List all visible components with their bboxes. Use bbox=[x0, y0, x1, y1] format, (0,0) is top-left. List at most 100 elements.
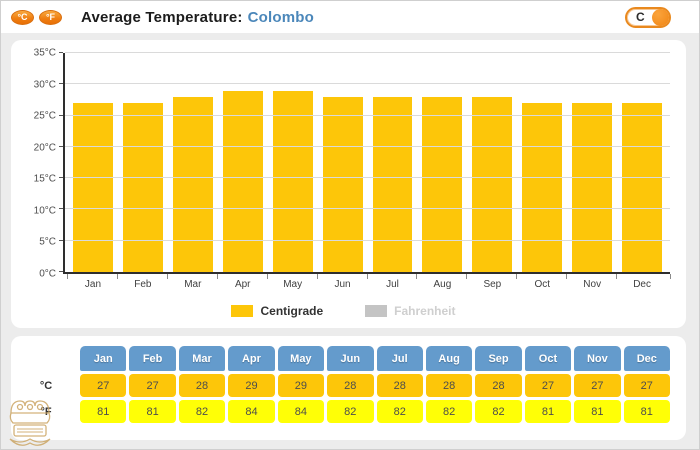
temp-value-f-jun: 82 bbox=[327, 400, 374, 423]
y-tick-label: 30°C bbox=[33, 79, 56, 91]
temp-value-c-oct: 27 bbox=[524, 374, 572, 397]
chart-legend: Centigrade Fahrenheit bbox=[17, 293, 670, 324]
y-tick-mark bbox=[59, 208, 63, 210]
month-header-apr: Apr bbox=[228, 346, 275, 371]
content-area: 35°C 30°C 25°C 20°C 15°C 10°C 5°C 0°C Jan Feb Mar… bbox=[1, 33, 699, 449]
x-tick-label: Jun bbox=[316, 274, 368, 293]
x-tick-label: Jan bbox=[67, 274, 118, 293]
table-corner bbox=[15, 346, 77, 371]
x-tick-label: May bbox=[266, 274, 318, 293]
page-title: Average Temperature: Colombo bbox=[81, 9, 314, 26]
temp-bar-aug[interactable] bbox=[422, 96, 463, 272]
y-tick-label: 10°C bbox=[33, 205, 56, 217]
gridline bbox=[65, 177, 670, 179]
bar-slot bbox=[318, 53, 368, 272]
temp-bar-jul[interactable] bbox=[372, 96, 413, 272]
temp-value-f-jan: 81 bbox=[80, 400, 127, 423]
temp-value-f-apr: 84 bbox=[228, 400, 275, 423]
month-header-dec: Dec bbox=[623, 346, 670, 371]
bar-slot bbox=[218, 53, 268, 272]
temp-bar-may[interactable] bbox=[272, 90, 313, 272]
temp-bar-apr[interactable] bbox=[222, 90, 263, 272]
temp-bar-jun[interactable] bbox=[322, 96, 363, 272]
fahrenheit-badge-button[interactable]: °F bbox=[39, 9, 62, 25]
month-header-may: May bbox=[277, 346, 325, 371]
bar-slot bbox=[68, 53, 118, 272]
centigrade-swatch-icon bbox=[231, 305, 254, 317]
temp-bar-oct[interactable] bbox=[522, 103, 563, 272]
bar-slot bbox=[368, 53, 418, 272]
temp-bar-nov[interactable] bbox=[572, 103, 613, 272]
x-tick-label: Sep bbox=[466, 274, 517, 293]
gridline bbox=[65, 208, 670, 210]
y-tick-label: 20°C bbox=[33, 142, 56, 154]
bar-slot bbox=[168, 53, 218, 272]
legend-item-centigrade[interactable]: Centigrade bbox=[231, 304, 323, 318]
month-header-feb: Feb bbox=[129, 346, 176, 371]
celsius-badge-button[interactable]: °C bbox=[11, 9, 34, 25]
temp-value-f-jul: 82 bbox=[376, 400, 423, 423]
y-tick-mark bbox=[59, 271, 63, 272]
temp-value-c-jan: 27 bbox=[80, 374, 127, 397]
temp-value-c-aug: 28 bbox=[425, 374, 473, 397]
y-tick-label: 35°C bbox=[33, 47, 56, 59]
temp-value-c-jun: 28 bbox=[327, 374, 374, 397]
y-tick-mark bbox=[59, 83, 63, 85]
page-title-text: Average Temperature: bbox=[81, 8, 243, 26]
temp-bar-dec[interactable] bbox=[622, 103, 663, 272]
plot-area bbox=[59, 52, 670, 274]
x-tick-label: Apr bbox=[216, 274, 268, 293]
y-tick-label: 15°C bbox=[33, 173, 56, 185]
month-header-aug: Aug bbox=[425, 346, 473, 371]
row-label-celsius: °C bbox=[39, 379, 53, 392]
bar-slot bbox=[417, 53, 467, 272]
y-tick-mark bbox=[59, 145, 63, 147]
temp-value-c-nov: 27 bbox=[574, 374, 621, 397]
x-tick-label: Mar bbox=[166, 274, 218, 293]
gridline bbox=[65, 239, 670, 241]
legend-item-fahrenheit[interactable]: Fahrenheit bbox=[365, 304, 456, 318]
temp-bar-feb[interactable] bbox=[122, 103, 163, 272]
bar-slot bbox=[118, 53, 168, 272]
legend-label-fahrenheit: Fahrenheit bbox=[394, 304, 456, 318]
x-tick-label: Aug bbox=[416, 274, 467, 293]
month-header-oct: Oct bbox=[524, 346, 572, 371]
unit-toggle-switch[interactable]: C bbox=[625, 6, 671, 28]
temp-value-f-sep: 82 bbox=[475, 400, 522, 423]
temp-value-f-oct: 81 bbox=[524, 400, 572, 423]
chart-panel: 35°C 30°C 25°C 20°C 15°C 10°C 5°C 0°C Jan Feb Mar… bbox=[11, 40, 686, 328]
temp-bar-jan[interactable] bbox=[72, 103, 113, 272]
bar-slot bbox=[467, 53, 517, 272]
temp-value-c-feb: 27 bbox=[129, 374, 176, 397]
temperature-table-panel: Jan Feb Mar Apr May Jun Jul Aug Sep Oct Nov Dec °C 27… bbox=[11, 336, 686, 440]
row-label-fahrenheit: °F bbox=[40, 405, 52, 418]
temp-value-f-feb: 81 bbox=[129, 400, 176, 423]
month-header-nov: Nov bbox=[574, 346, 621, 371]
temp-value-c-apr: 29 bbox=[228, 374, 275, 397]
gridline bbox=[65, 83, 670, 85]
month-header-jun: Jun bbox=[327, 346, 374, 371]
month-header-sep: Sep bbox=[475, 346, 522, 371]
bar-slot bbox=[517, 53, 567, 272]
temp-value-f-may: 84 bbox=[277, 400, 325, 423]
month-header-jul: Jul bbox=[376, 346, 423, 371]
bar-slot bbox=[567, 53, 617, 272]
y-tick-label: 5°C bbox=[39, 236, 56, 248]
month-header-mar: Mar bbox=[178, 346, 226, 371]
unit-toggle-label: C bbox=[636, 10, 645, 24]
temp-value-f-dec: 81 bbox=[623, 400, 670, 423]
x-axis-labels: Jan Feb Mar Apr May Jun Jul Aug Sep Oct Nov Dec bbox=[65, 274, 671, 293]
gridline bbox=[65, 114, 670, 116]
temperature-table: Jan Feb Mar Apr May Jun Jul Aug Sep Oct Nov Dec °C 27… bbox=[15, 346, 670, 423]
y-tick-mark bbox=[59, 114, 63, 116]
x-tick-label: Feb bbox=[116, 274, 168, 293]
bar-slot bbox=[268, 53, 318, 272]
x-tick-label: Jul bbox=[366, 274, 418, 293]
y-tick-mark bbox=[59, 177, 63, 179]
temp-value-c-dec: 27 bbox=[623, 374, 670, 397]
temp-bar-mar[interactable] bbox=[172, 96, 213, 272]
temp-bar-sep[interactable] bbox=[472, 96, 513, 272]
gridline bbox=[65, 145, 670, 147]
header-bar: °C °F Average Temperature: Colombo C bbox=[1, 1, 699, 33]
